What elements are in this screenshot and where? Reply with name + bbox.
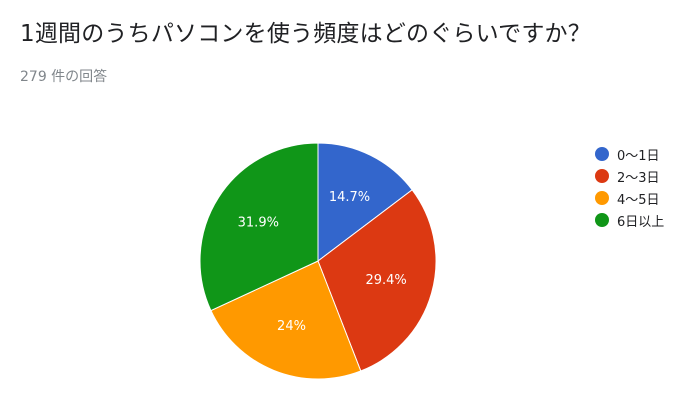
- legend: 0〜1日 2〜3日 4〜5日 6日以上: [595, 143, 664, 231]
- pie-slice[interactable]: [317, 189, 437, 372]
- slice-value-label: 24%: [277, 319, 306, 334]
- pie-slice[interactable]: [317, 142, 413, 263]
- legend-swatch: [595, 191, 609, 205]
- slice-value-label: 29.4%: [365, 273, 406, 288]
- legend-label: 4〜5日: [617, 192, 660, 208]
- pie-slice-labels: 14.7% 29.4% 24% 31.9%: [238, 190, 407, 334]
- legend-swatch: [595, 147, 609, 161]
- legend-swatch: [595, 169, 609, 183]
- legend-label: 6日以上: [617, 214, 665, 230]
- slice-value-label: 14.7%: [329, 190, 370, 205]
- pie-slice[interactable]: [199, 142, 319, 312]
- pie-slices: [199, 142, 437, 380]
- legend-label: 0〜1日: [617, 148, 660, 164]
- legend-item[interactable]: 2〜3日: [595, 165, 664, 187]
- slice-value-label: 31.9%: [238, 215, 279, 230]
- legend-item[interactable]: 6日以上: [595, 209, 664, 231]
- pie-slice[interactable]: [210, 260, 362, 380]
- legend-item[interactable]: 0〜1日: [595, 143, 664, 165]
- chart-title: 1週間のうちパソコンを使う頻度はどのぐらいですか？: [20, 21, 591, 47]
- legend-swatch: [595, 213, 609, 227]
- legend-label: 2〜3日: [617, 170, 660, 186]
- response-count: 279 件の回答: [20, 69, 108, 85]
- legend-item[interactable]: 4〜5日: [595, 187, 664, 209]
